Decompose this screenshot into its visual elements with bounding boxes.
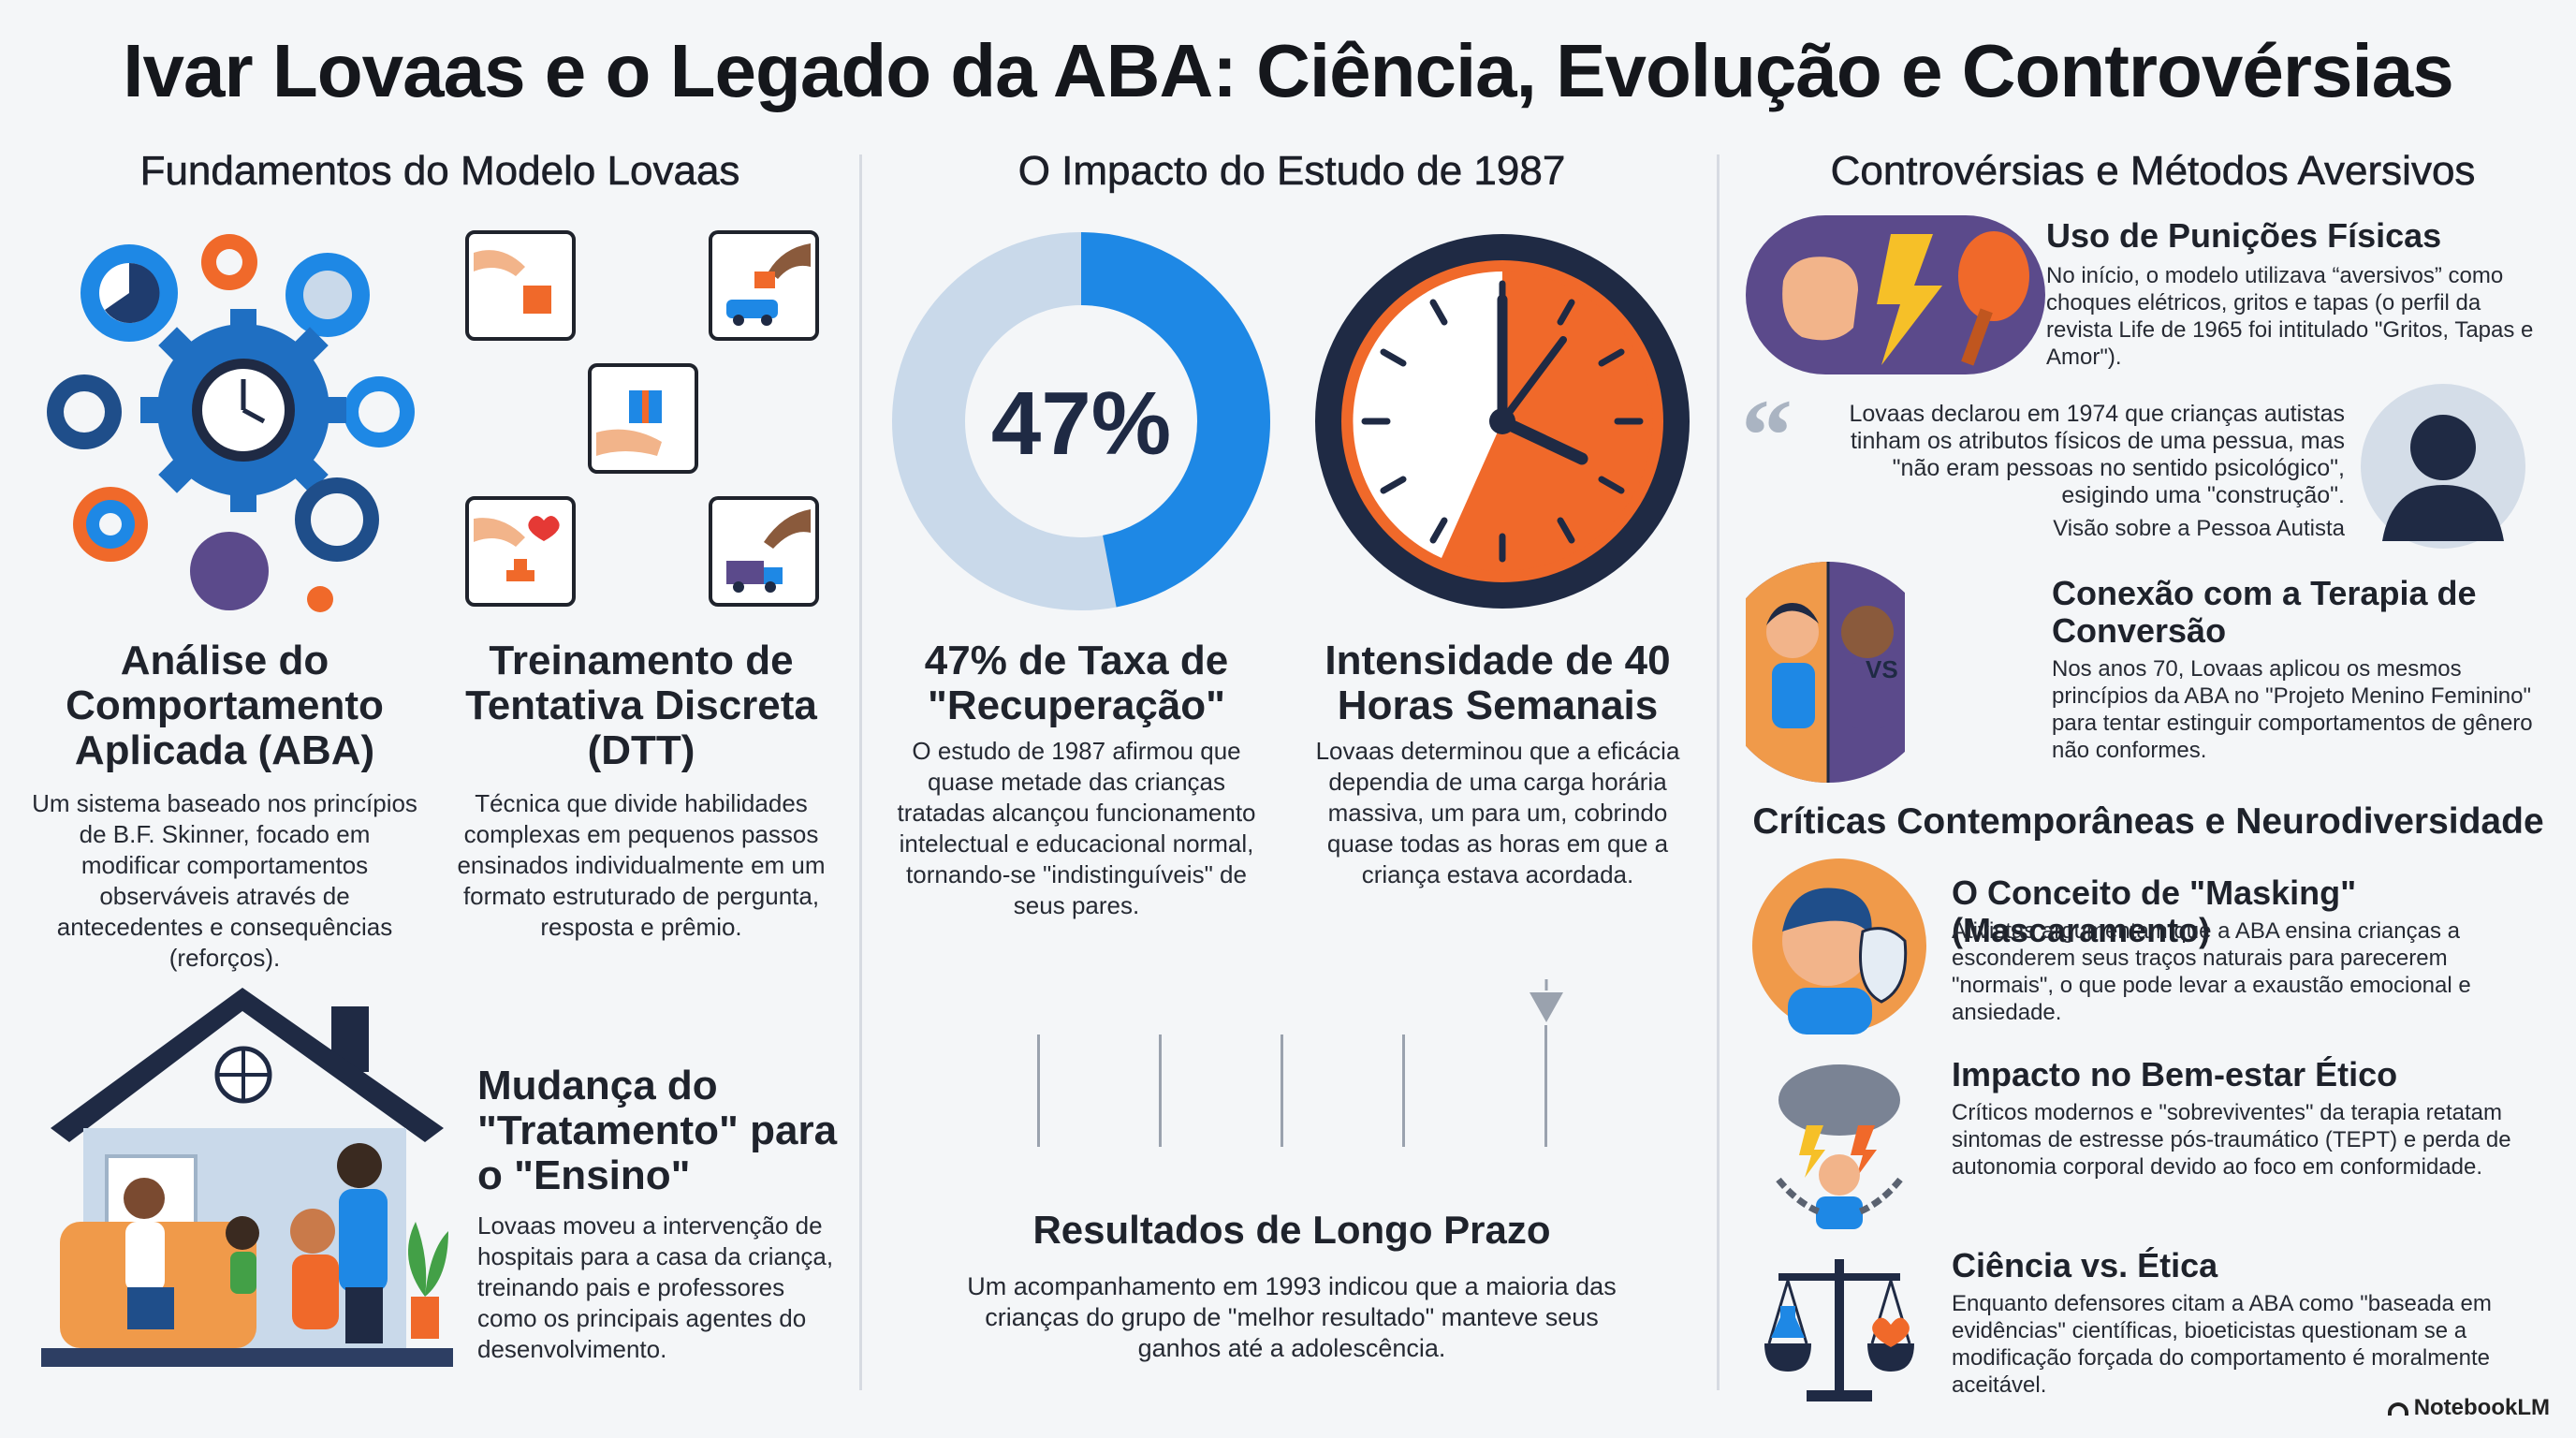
critiques-heading: Críticas Contemporâneas e Neurodiversida…	[1752, 801, 2544, 842]
hand-car-icon	[709, 230, 819, 341]
timeline-tick	[1159, 1034, 1162, 1147]
donut-arc	[892, 232, 1270, 610]
clock-icon	[1315, 234, 1690, 609]
aba-title: Análise do Comportamento Aplicada (ABA)	[66, 638, 384, 773]
conversion-title: Conexão com a Terapia de Conversão	[2052, 574, 2477, 650]
recovery-rate-title: 47% de Taxa de "Recuperação"	[924, 638, 1229, 728]
timeline-tick	[1402, 1034, 1405, 1147]
column-divider-1	[859, 154, 862, 1390]
aba-description: Um sistema baseado nos princípios de B.F…	[32, 789, 417, 972]
notebooklm-brand: NotebookLM	[2387, 1395, 2550, 1421]
timeline-arrow-icon	[1530, 979, 1563, 1022]
masking-title: O Conceito de "Masking" (Mascaramento)	[1952, 873, 2357, 949]
brand-label: NotebookLM	[2413, 1395, 2550, 1420]
fist-lightning-icon	[1746, 215, 2045, 374]
punishment-title: Uso de Punições Físicas	[2046, 216, 2442, 255]
quote-caption: Visão sobre a Pessoa Autista	[2053, 516, 2345, 541]
mask-face-icon	[1752, 858, 1926, 1034]
ethics-description: Críticos modernos e "sobreviventes" da t…	[1952, 1100, 2511, 1180]
timeline-tick	[1281, 1034, 1283, 1147]
section-heading-impacto: O Impacto do Estudo de 1987	[1017, 148, 1566, 195]
timeline-tick	[1037, 1034, 1040, 1147]
masking-description: Ativistas argumentam que a ABA ensina cr…	[1952, 918, 2471, 1025]
quote-mark-icon: “	[1741, 378, 1793, 492]
house-family-icon	[41, 988, 453, 1367]
section-heading-fundamentos: Fundamentos do Modelo Lovaas	[139, 148, 740, 195]
punishment-description: No início, o modelo utilizava “aversivos…	[2046, 263, 2534, 370]
dtt-title: Treinamento de Tentativa Discreta (DTT)	[465, 638, 817, 773]
long-term-description: Um acompanhamento em 1993 indicou que a …	[967, 1272, 1617, 1362]
hand-gift-icon	[588, 363, 698, 474]
hand-heart-icon	[465, 496, 576, 607]
hand-truck-icon	[709, 496, 819, 607]
shift-description: Lovaas moveu a intervenção de hospitais …	[477, 1211, 834, 1363]
timeline-tick-marker	[1544, 1025, 1547, 1147]
column-divider-2	[1717, 154, 1720, 1390]
recovery-rate-description: O estudo de 1987 afirmou que quase metad…	[897, 737, 1256, 919]
hand-block-icon	[465, 230, 576, 341]
section-heading-controversias: Controvérsias e Métodos Aversivos	[1830, 148, 2476, 195]
conversion-description: Nos anos 70, Lovaas aplicou os mesmos pr…	[2052, 656, 2533, 763]
vs-label: VS	[1866, 655, 1898, 683]
boys-versus-icon	[1746, 562, 1905, 783]
hours-description: Lovaas determinou que a eficácia dependi…	[1315, 737, 1680, 888]
science-ethics-title: Ciência vs. Ética	[1952, 1246, 2218, 1284]
recovery-donut-chart: 47%	[892, 232, 1270, 610]
justice-scale-icon	[1764, 1259, 1914, 1401]
person-silhouette-icon	[2361, 384, 2525, 549]
page-title: Ivar Lovaas e o Legado da ABA: Ciência, …	[123, 29, 2453, 112]
storm-chains-icon	[1776, 1064, 1903, 1229]
quote-text: Lovaas declarou em 1974 que crianças aut…	[1849, 401, 2346, 508]
hours-title: Intensidade de 40 Horas Semanais	[1325, 638, 1671, 728]
gear-circles-icon	[47, 234, 415, 612]
science-ethics-description: Enquanto defensores citam a ABA como "ba…	[1952, 1291, 2492, 1398]
shift-title: Mudança do "Tratamento" para o "Ensino"	[477, 1063, 838, 1198]
notebooklm-logo-icon	[2387, 1401, 2408, 1416]
long-term-title: Resultados de Longo Prazo	[1032, 1208, 1551, 1252]
ethics-title: Impacto no Bem-estar Ético	[1952, 1055, 2398, 1093]
donut-value: 47%	[991, 374, 1171, 474]
dtt-description: Técnica que divide habilidades complexas…	[457, 789, 826, 941]
